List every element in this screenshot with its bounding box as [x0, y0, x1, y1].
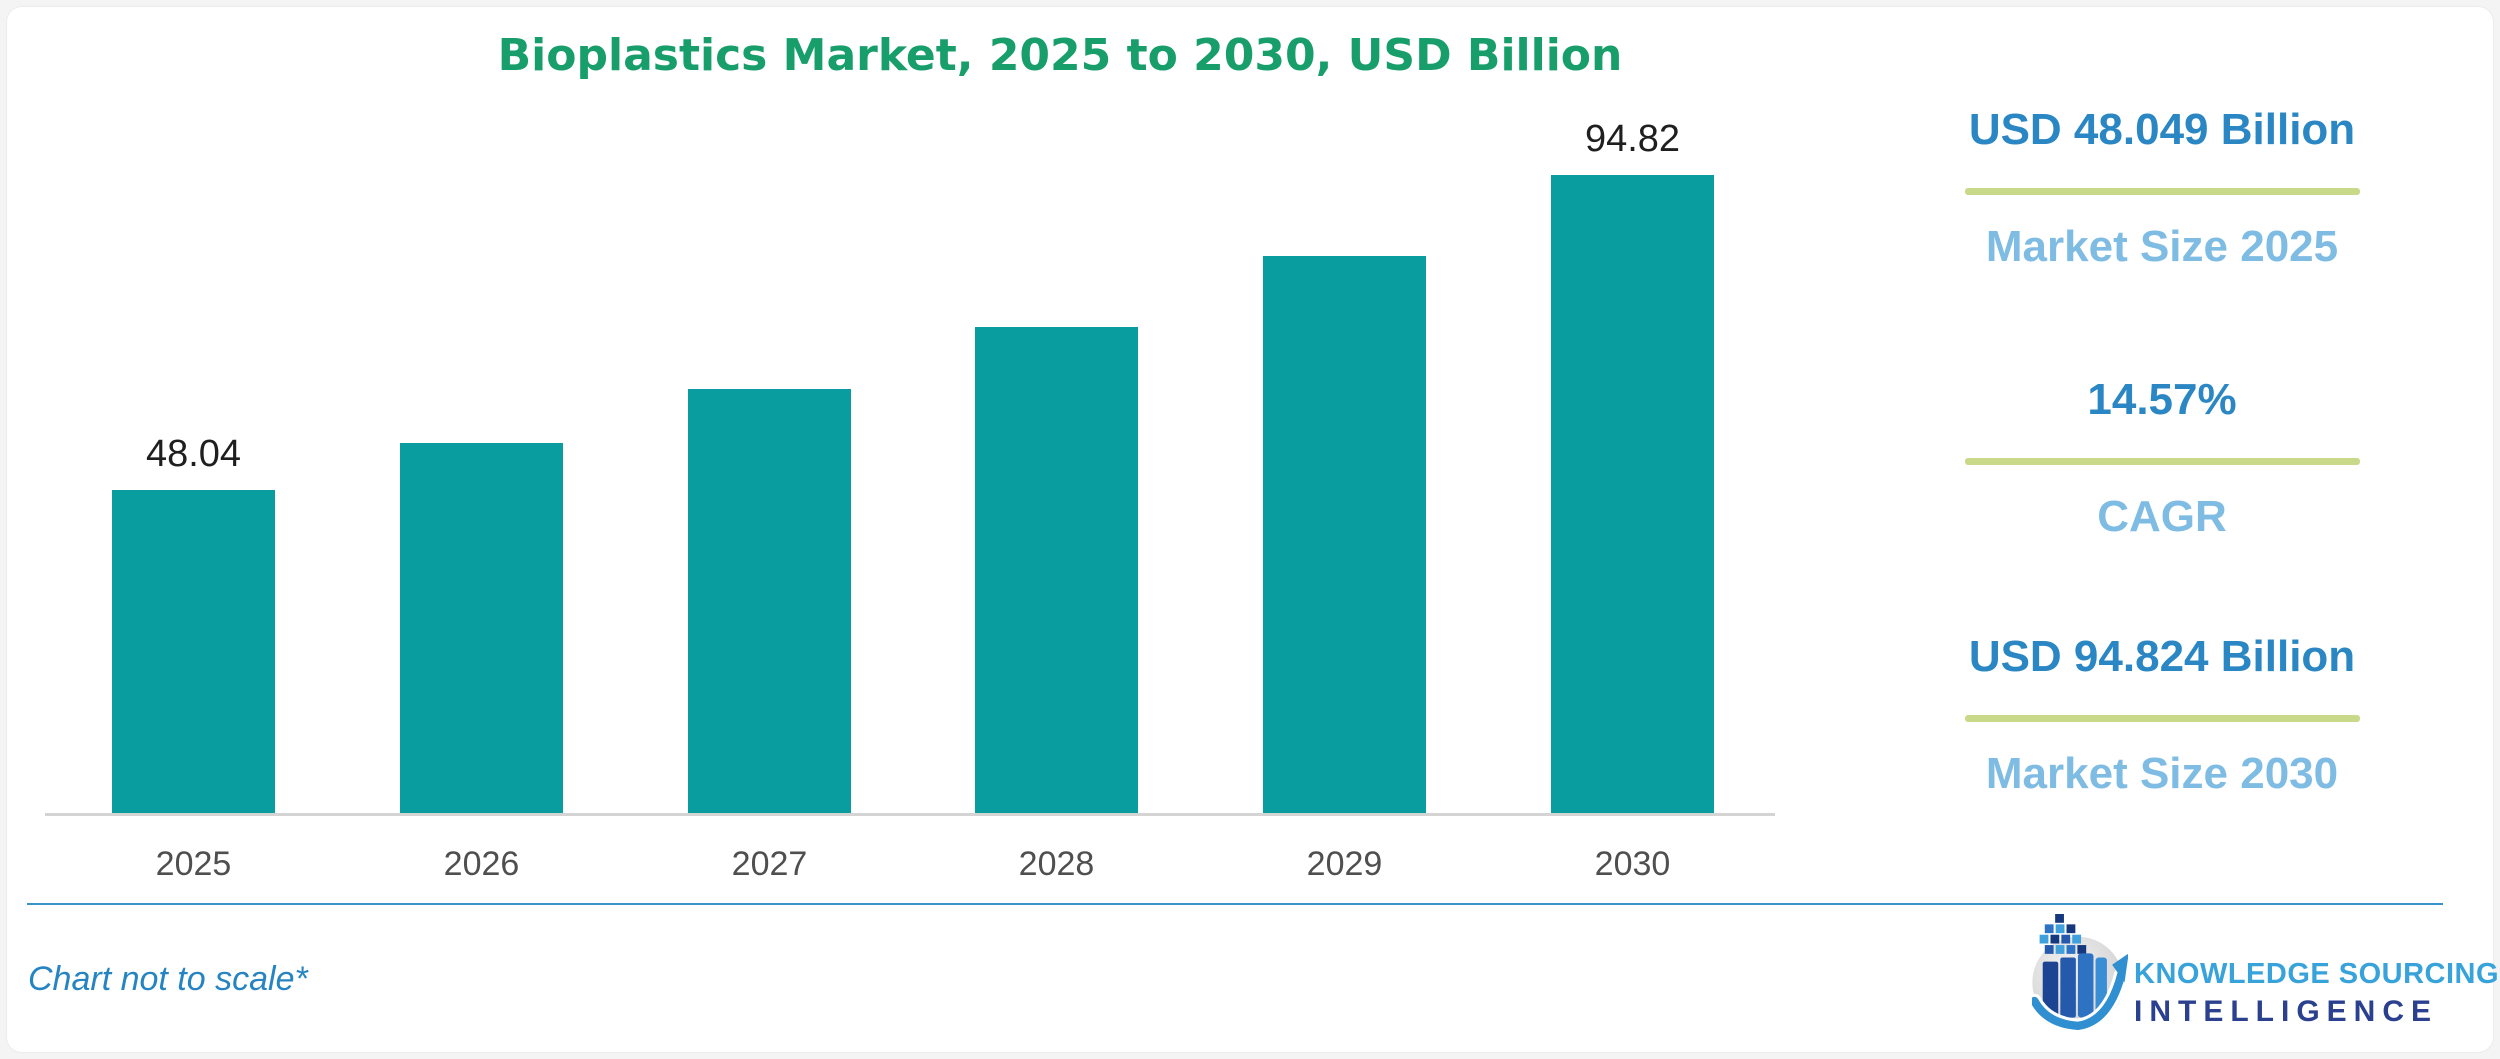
- logo-line2: INTELLIGENCE: [2134, 995, 2439, 1028]
- bar-value-label-2030: 94.82: [1584, 118, 1681, 160]
- stat-label: Market Size 2030: [1985, 749, 2339, 798]
- stat-cagr: 14.57% CAGR: [1862, 376, 2462, 541]
- footer-divider-line: [27, 903, 2443, 905]
- chart-footnote: Chart not to scale*: [28, 960, 308, 998]
- x-tick-label-2029: 2029: [1306, 845, 1383, 883]
- stat-value: USD 94.824 Billion: [1968, 632, 2356, 681]
- x-tick-label-2025: 2025: [155, 845, 232, 883]
- knowledge-sourcing-logo-icon: [2032, 914, 2128, 1030]
- bar-2025: [112, 490, 275, 813]
- stat-value: 14.57%: [2087, 375, 2237, 424]
- logo-text: KNOWLEDGE SOURCING INTELLIGENCE: [2134, 958, 2500, 1029]
- bar-2030: [1551, 175, 1714, 813]
- x-tick-label-2028: 2028: [1018, 845, 1095, 883]
- x-tick-label-2026: 2026: [443, 845, 520, 883]
- bar-value-label-2025: 48.04: [145, 433, 242, 475]
- x-tick-label-2027: 2027: [731, 845, 808, 883]
- stat-value: USD 48.049 Billion: [1968, 105, 2356, 154]
- logo-line1: KNOWLEDGE SOURCING: [2134, 958, 2500, 990]
- bar-2026: [400, 443, 563, 813]
- stat-divider: [1964, 458, 2360, 465]
- x-tick-label-2030: 2030: [1594, 845, 1671, 883]
- x-axis-line: [45, 813, 1775, 816]
- stat-divider: [1964, 715, 2360, 722]
- stat-divider: [1964, 188, 2360, 195]
- stat-market-size-2025: USD 48.049 Billion Market Size 2025: [1862, 106, 2462, 271]
- chart-title: Bioplastics Market, 2025 to 2030, USD Bi…: [497, 30, 1623, 81]
- bar-2028: [975, 327, 1138, 813]
- bar-2027: [688, 389, 851, 813]
- stat-label: CAGR: [2097, 492, 2227, 541]
- knowledge-sourcing-logo: KNOWLEDGE SOURCING INTELLIGENCE: [2032, 912, 2500, 1036]
- stat-label: Market Size 2025: [1985, 222, 2339, 271]
- stat-market-size-2030: USD 94.824 Billion Market Size 2030: [1862, 633, 2462, 798]
- bar-2029: [1263, 256, 1426, 813]
